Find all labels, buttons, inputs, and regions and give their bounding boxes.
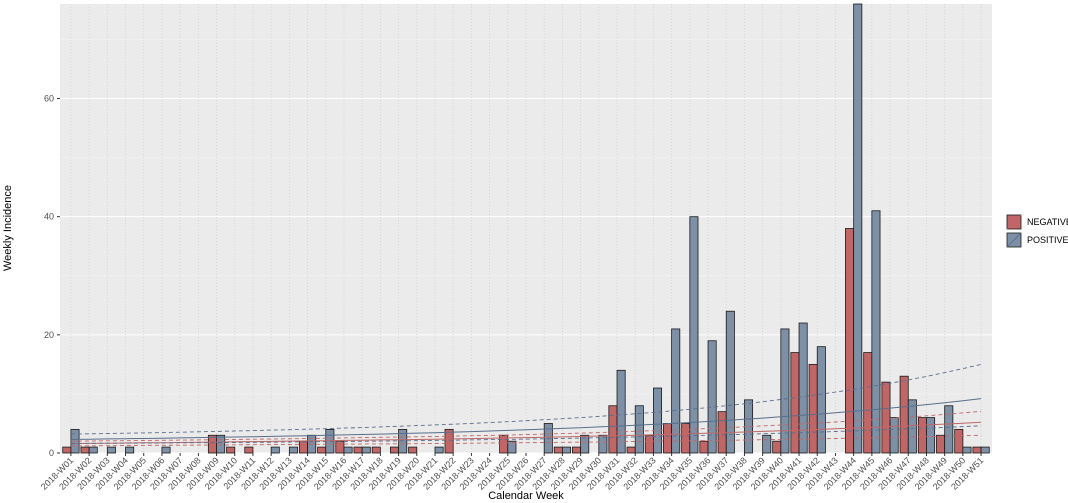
bar-positive-2018-W35 [689, 216, 699, 454]
trend-upper-positive [70, 363, 982, 435]
bar-negative-2018-W36 [699, 440, 709, 454]
bar-positive-2018-W31 [616, 369, 626, 454]
bar-positive-2018-W04 [125, 446, 135, 454]
bar-negative-2018-W18 [371, 446, 381, 454]
y-tick-label: 20 [44, 330, 54, 340]
bar-positive-2018-W28 [562, 446, 571, 454]
bar-positive-2018-W37 [725, 310, 735, 454]
bar-positive-2018-W12 [270, 446, 280, 454]
bar-positive-2018-W17 [361, 446, 371, 454]
plot-panel [60, 4, 992, 453]
bar-negative-2018-W17 [353, 446, 363, 454]
y-axis-ticks: 0 20 40 60 [44, 94, 60, 458]
bar-positive-2018-W40 [780, 328, 790, 454]
x-axis-ticks: 2018-W012018-W022018-W032018-W042018-W05… [39, 453, 986, 492]
bar-negative-2018-W14 [298, 440, 308, 454]
bar-negative-2018-W10 [226, 446, 236, 454]
bar-negative-2018-W48 [917, 417, 927, 454]
bar-positive-2018-W29 [580, 434, 590, 454]
bar-positive-2018-W06 [161, 446, 171, 454]
bar-negative-2018-W19 [389, 446, 399, 454]
bar-positive-2018-W46 [889, 417, 899, 454]
bar-positive-2018-W47 [907, 399, 917, 454]
bar-negative-2018-W20 [408, 446, 418, 454]
bar-positive-2018-W02 [88, 446, 98, 454]
bar-negative-2018-W01 [62, 446, 72, 454]
bar-positive-2018-W32 [634, 405, 644, 454]
bar-negative-2018-W35 [681, 423, 691, 454]
bar-positive-2018-W36 [707, 340, 717, 454]
bar-negative-2018-W29 [572, 446, 582, 454]
bar-negative-2018-W46 [881, 381, 891, 454]
bar-negative-2018-W34 [663, 423, 673, 454]
bar-positive-2018-W30 [598, 434, 608, 454]
bar-negative-2018-W16 [335, 440, 345, 454]
trend-fit-negative [70, 421, 982, 444]
bar-positive-2018-W25 [507, 440, 517, 454]
y-tick-label: 60 [44, 94, 54, 104]
y-tick-label: 0 [49, 448, 54, 458]
bar-negative-2018-W33 [644, 434, 654, 454]
trend-upper-negative [70, 410, 982, 442]
x-axis-title: Calendar Week [488, 490, 564, 502]
bar-negative-2018-W49 [936, 434, 946, 454]
bar-negative-2018-W50 [954, 428, 964, 454]
bar-positive-2018-W09 [216, 434, 226, 454]
bar-positive-2018-W41 [798, 322, 808, 454]
bar-positive-2018-W44 [853, 3, 863, 454]
y-axis-title: Weekly Incidence [2, 185, 14, 271]
bar-positive-2018-W21 [434, 446, 444, 454]
legend-key-line [1006, 232, 1022, 248]
bar-positive-2018-W49 [944, 405, 954, 454]
bar-negative-2018-W44 [845, 228, 855, 454]
bar-positive-2018-W34 [671, 328, 681, 454]
grid-lines [60, 4, 992, 454]
legend: NEGATIVE POSITIVE [1006, 214, 1068, 248]
legend-label-negative: NEGATIVE [1027, 217, 1068, 227]
bar-positive-2018-W51 [980, 446, 990, 454]
bar-negative-2018-W28 [553, 446, 563, 454]
bar-negative-2018-W47 [899, 375, 909, 454]
bar-positive-2018-W03 [106, 446, 116, 454]
bar-negative-2018-W40 [772, 440, 782, 454]
bar-negative-2018-W02 [80, 446, 90, 454]
bar-negative-2018-W42 [808, 363, 818, 454]
bar-negative-2018-W15 [317, 446, 327, 454]
bar-positive-2018-W50 [962, 446, 972, 454]
y-tick-label: 40 [44, 212, 54, 222]
bar-positive-2018-W16 [343, 446, 353, 454]
trend-lines [70, 363, 982, 447]
bar-negative-2018-W31 [608, 405, 618, 454]
legend-label-positive: POSITIVE [1027, 235, 1068, 245]
bar-negative-2018-W22 [444, 428, 454, 454]
bar-negative-2018-W32 [626, 446, 636, 454]
bar-group [62, 3, 990, 454]
bar-positive-2018-W42 [816, 346, 826, 454]
bar-negative-2018-W11 [244, 446, 254, 454]
bar-negative-2018-W09 [207, 434, 217, 454]
trend-fit-positive [70, 398, 982, 440]
legend-key-line [1006, 214, 1022, 230]
bar-positive-2018-W45 [871, 210, 881, 454]
bar-negative-2018-W41 [790, 352, 800, 454]
bar-negative-2018-W51 [972, 446, 982, 454]
trend-lower-positive [70, 425, 982, 444]
bar-positive-2018-W33 [653, 387, 663, 454]
bar-positive-2018-W27 [543, 423, 553, 454]
trend-lower-negative [70, 434, 982, 447]
bar-positive-2018-W48 [926, 417, 936, 454]
bar-positive-2018-W39 [762, 434, 772, 454]
bar-positive-2018-W13 [288, 446, 298, 454]
